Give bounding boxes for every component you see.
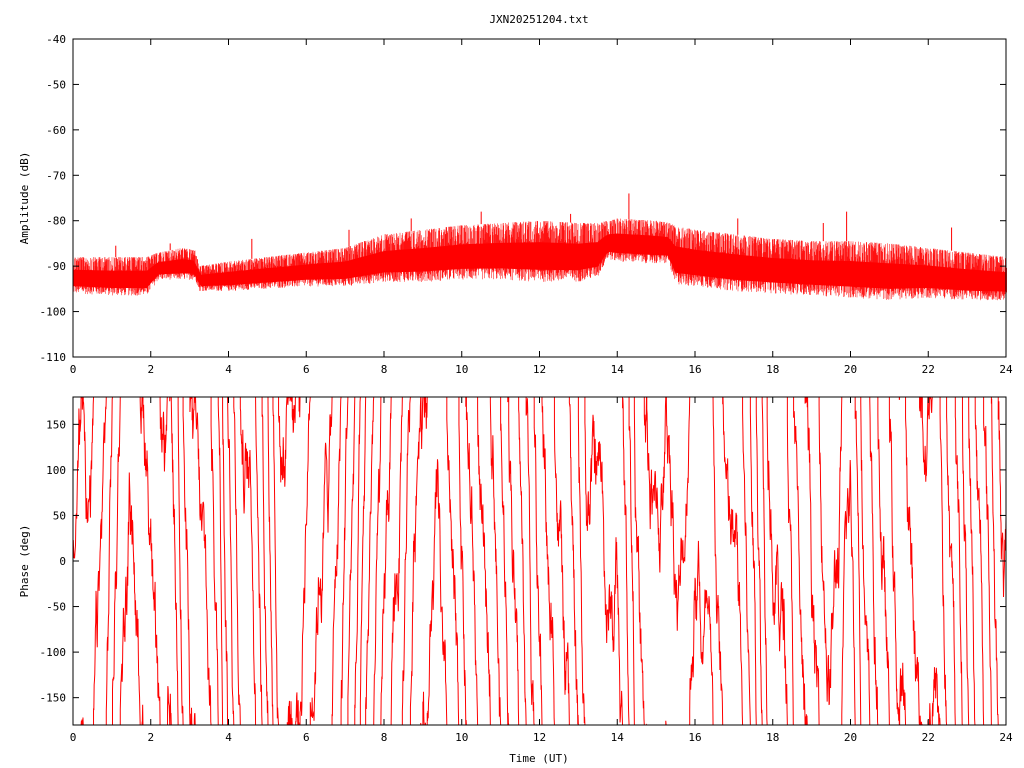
phase-xtick-label: 6 — [303, 731, 310, 744]
phase-panel: 0 2 4 6 8 10 12 14 16 18 20 22 24-150-100-5005010015… — [18, 396, 1013, 765]
phase-xtick-label: 22 — [922, 731, 935, 744]
phase-xtick-label: 8 — [381, 731, 388, 744]
phase-xtick-label: 14 — [611, 731, 625, 744]
phase-xlabel: Time (UT) — [509, 752, 569, 765]
amplitude-xtick-label: 20 — [844, 363, 857, 376]
phase-xtick-label: 16 — [688, 731, 701, 744]
amplitude-xtick-label: 16 — [688, 363, 701, 376]
phase-ytick-label: -150 — [40, 692, 67, 705]
phase-trace — [72, 396, 1007, 726]
phase-xtick-label: 12 — [533, 731, 546, 744]
phase-ytick-label: 50 — [53, 509, 66, 522]
amplitude-ytick-label: -110 — [40, 351, 67, 364]
amplitude-panel: 0 2 4 6 8 10 12 14 16 18 20 22 24-110-100-90-80-70-6… — [18, 33, 1013, 376]
amplitude-xtick-label: 4 — [225, 363, 232, 376]
amplitude-ytick-label: -90 — [46, 260, 66, 273]
amplitude-ytick-label: -100 — [40, 306, 67, 319]
amplitude-xtick-label: 8 — [381, 363, 388, 376]
phase-xtick-label: 2 — [147, 731, 154, 744]
phase-ytick-label: -100 — [40, 646, 67, 659]
amplitude-ytick-label: -40 — [46, 33, 66, 46]
amplitude-series — [72, 193, 1007, 301]
phase-xtick-label: 10 — [455, 731, 468, 744]
amplitude-xtick-label: 18 — [766, 363, 779, 376]
amplitude-xtick-label: 0 — [70, 363, 77, 376]
phase-xtick-label: 20 — [844, 731, 857, 744]
phase-ytick-label: -50 — [46, 601, 66, 614]
phase-xtick-label: 0 — [70, 731, 77, 744]
phase-ticks: 0 2 4 6 8 10 12 14 16 18 20 22 24-150-100-5005010015… — [40, 397, 1013, 744]
amplitude-ytick-label: -80 — [46, 215, 66, 228]
amplitude-ytick-label: -70 — [46, 169, 66, 182]
amplitude-xtick-label: 24 — [999, 363, 1013, 376]
amplitude-xtick-label: 14 — [611, 363, 625, 376]
amplitude-xtick-label: 6 — [303, 363, 310, 376]
amplitude-ytick-label: -60 — [46, 124, 66, 137]
amplitude-frame — [72, 38, 1007, 358]
phase-xtick-label: 4 — [225, 731, 232, 744]
phase-xtick-label: 18 — [766, 731, 779, 744]
chart-title: JXN20251204.txt — [489, 13, 588, 26]
amplitude-ylabel: Amplitude (dB) — [18, 152, 31, 245]
phase-xtick-label: 24 — [999, 731, 1013, 744]
amplitude-noise-trace — [72, 218, 1007, 301]
amplitude-xtick-label: 10 — [455, 363, 468, 376]
amplitude-xtick-label: 2 — [147, 363, 154, 376]
phase-ytick-label: 100 — [46, 464, 66, 477]
amplitude-xtick-label: 22 — [922, 363, 935, 376]
amplitude-ticks: 0 2 4 6 8 10 12 14 16 18 20 22 24-110-100-90-80-70-6… — [40, 33, 1013, 376]
phase-series — [72, 396, 1007, 726]
phase-ytick-label: 0 — [59, 555, 66, 568]
phase-frame — [72, 396, 1007, 726]
amplitude-xtick-label: 12 — [533, 363, 546, 376]
amplitude-ytick-label: -50 — [46, 78, 66, 91]
phase-ytick-label: 150 — [46, 418, 66, 431]
phase-ylabel: Phase (deg) — [18, 525, 31, 598]
